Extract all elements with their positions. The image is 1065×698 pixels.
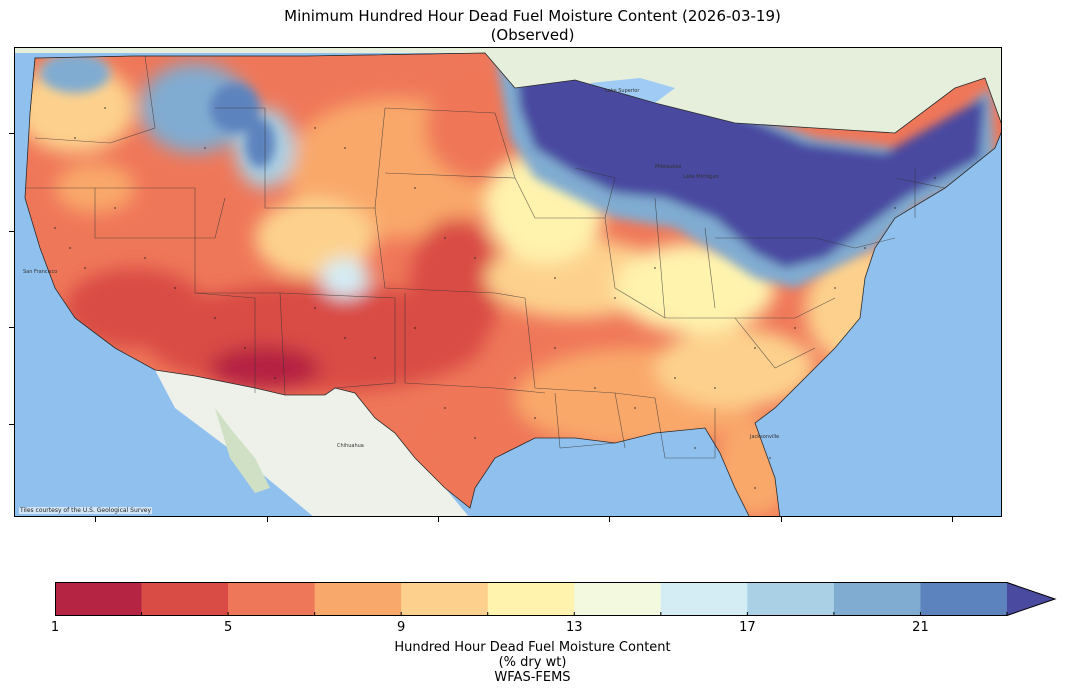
x-axis-tick bbox=[781, 517, 782, 522]
x-axis-tick bbox=[438, 517, 439, 522]
colorbar-extend-arrow bbox=[1007, 582, 1055, 616]
map-attribution: Tiles courtesy of the U.S. Geological Su… bbox=[19, 507, 153, 514]
x-axis-tick bbox=[267, 517, 268, 522]
colorbar-bin bbox=[401, 582, 489, 616]
y-axis-tick bbox=[9, 424, 14, 425]
colorbar-title-line3: WFAS-FEMS bbox=[494, 670, 571, 685]
station-markers bbox=[54, 107, 936, 489]
us-outline bbox=[24, 52, 1001, 516]
x-axis-tick bbox=[952, 517, 953, 522]
colorbar-bin bbox=[660, 582, 748, 616]
map-canvas: Chihuahua San Francisco Jacksonville Mil… bbox=[15, 48, 1001, 516]
label-milwaukee: Milwaukee bbox=[655, 164, 681, 170]
colorbar-tick-label: 5 bbox=[223, 620, 233, 635]
map-panel[interactable]: Chihuahua San Francisco Jacksonville Mil… bbox=[14, 47, 1002, 517]
colorbar-tick-label: 13 bbox=[565, 620, 583, 635]
label-lake-michigan: Lake Michigan bbox=[683, 174, 719, 180]
map-title-line1: Minimum Hundred Hour Dead Fuel Moisture … bbox=[284, 7, 781, 25]
x-axis-tick bbox=[95, 517, 96, 522]
colorbar bbox=[55, 582, 1057, 616]
fuel-moisture-field bbox=[25, 53, 1001, 516]
colorbar-bin bbox=[574, 582, 662, 616]
colorbar-tick-label: 9 bbox=[397, 620, 406, 635]
colorbar-title-line1: Hundred Hour Dead Fuel Moisture Content bbox=[394, 640, 671, 655]
colorbar-bin bbox=[228, 582, 315, 616]
colorbar-outline bbox=[55, 582, 1057, 616]
mexico-land bbox=[155, 370, 469, 516]
colorbar-tick-label: 1 bbox=[50, 620, 60, 635]
map-title: Minimum Hundred Hour Dead Fuel Moisture … bbox=[0, 7, 1065, 45]
colorbar-bin bbox=[747, 582, 835, 616]
colorbar-bin bbox=[314, 582, 402, 616]
y-axis-tick bbox=[9, 327, 14, 328]
colorbar-title-line2: (% dry wt) bbox=[498, 655, 567, 670]
colorbar-bin bbox=[141, 582, 229, 616]
canada-land bbox=[15, 48, 1001, 138]
colorbar-bin bbox=[487, 582, 575, 616]
label-san-francisco: San Francisco bbox=[23, 269, 57, 275]
label-chihuahua: Chihuahua bbox=[337, 443, 364, 449]
map-title-line2: (Observed) bbox=[490, 26, 575, 44]
colorbar-bin bbox=[55, 582, 142, 616]
y-axis-tick bbox=[9, 133, 14, 134]
y-axis-tick bbox=[9, 231, 14, 232]
colorbar-bin bbox=[833, 582, 921, 616]
colorbar-bin bbox=[920, 582, 1008, 616]
colorbar-title: Hundred Hour Dead Fuel Moisture Content … bbox=[0, 640, 1065, 685]
label-jacksonville: Jacksonville bbox=[749, 434, 779, 440]
x-axis-tick bbox=[609, 517, 610, 522]
colorbar-tick-label: 17 bbox=[739, 620, 756, 635]
label-lake-superior: Lake Superior bbox=[605, 88, 640, 94]
colorbar-tick-label: 21 bbox=[912, 620, 929, 635]
